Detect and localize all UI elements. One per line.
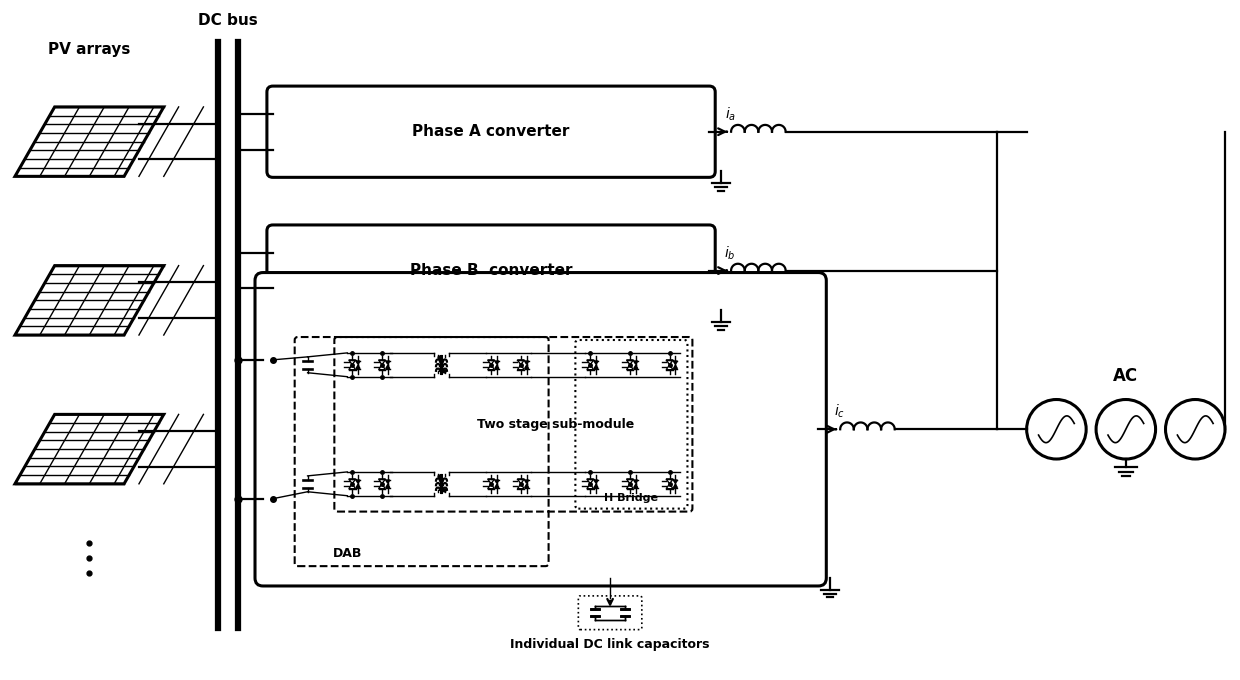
Polygon shape xyxy=(517,364,525,370)
Polygon shape xyxy=(673,480,677,483)
Polygon shape xyxy=(587,483,594,489)
Text: Two stage sub-module: Two stage sub-module xyxy=(477,418,634,431)
Polygon shape xyxy=(626,483,634,489)
Polygon shape xyxy=(626,360,634,364)
Polygon shape xyxy=(525,361,528,364)
Polygon shape xyxy=(673,361,677,364)
Polygon shape xyxy=(487,479,495,483)
Text: Phase A converter: Phase A converter xyxy=(413,124,569,139)
Polygon shape xyxy=(525,480,528,483)
Polygon shape xyxy=(666,479,673,483)
Polygon shape xyxy=(525,484,528,488)
Polygon shape xyxy=(594,484,598,488)
Text: PV arrays: PV arrays xyxy=(48,42,130,57)
Polygon shape xyxy=(626,479,634,483)
Text: Phase B  converter: Phase B converter xyxy=(409,263,573,278)
Polygon shape xyxy=(634,361,637,364)
Polygon shape xyxy=(487,360,495,364)
Polygon shape xyxy=(348,360,356,364)
Polygon shape xyxy=(634,484,637,488)
Polygon shape xyxy=(594,365,598,369)
Polygon shape xyxy=(673,365,677,369)
Polygon shape xyxy=(594,480,598,483)
Polygon shape xyxy=(378,364,386,370)
Text: H Bridge: H Bridge xyxy=(604,493,658,503)
Polygon shape xyxy=(517,479,525,483)
Polygon shape xyxy=(634,365,637,369)
Polygon shape xyxy=(673,484,677,488)
Polygon shape xyxy=(666,360,673,364)
Polygon shape xyxy=(587,360,594,364)
Text: DC bus: DC bus xyxy=(198,12,258,28)
Polygon shape xyxy=(15,414,164,483)
Polygon shape xyxy=(348,479,356,483)
Polygon shape xyxy=(495,480,498,483)
Polygon shape xyxy=(15,266,164,335)
Polygon shape xyxy=(386,365,389,369)
FancyBboxPatch shape xyxy=(267,225,715,316)
Text: AC: AC xyxy=(1114,367,1138,385)
Text: $i_c$: $i_c$ xyxy=(833,403,844,420)
Text: DAB: DAB xyxy=(332,547,362,560)
Polygon shape xyxy=(356,484,360,488)
Polygon shape xyxy=(378,479,386,483)
Text: $i_a$: $i_a$ xyxy=(724,105,735,123)
Polygon shape xyxy=(495,365,498,369)
Polygon shape xyxy=(386,361,389,364)
Polygon shape xyxy=(634,480,637,483)
Polygon shape xyxy=(495,484,498,488)
Polygon shape xyxy=(356,480,360,483)
Polygon shape xyxy=(348,483,356,489)
Polygon shape xyxy=(517,483,525,489)
Polygon shape xyxy=(495,361,498,364)
Polygon shape xyxy=(666,483,673,489)
Text: $i_b$: $i_b$ xyxy=(724,244,735,262)
Polygon shape xyxy=(348,364,356,370)
FancyBboxPatch shape xyxy=(255,273,826,586)
FancyBboxPatch shape xyxy=(578,596,642,630)
Polygon shape xyxy=(587,479,594,483)
Polygon shape xyxy=(487,364,495,370)
Polygon shape xyxy=(525,365,528,369)
Polygon shape xyxy=(666,364,673,370)
Polygon shape xyxy=(15,107,164,176)
Polygon shape xyxy=(487,483,495,489)
Polygon shape xyxy=(356,365,360,369)
FancyBboxPatch shape xyxy=(267,86,715,177)
Polygon shape xyxy=(378,360,386,364)
Polygon shape xyxy=(587,364,594,370)
Polygon shape xyxy=(626,364,634,370)
Text: Individual DC link capacitors: Individual DC link capacitors xyxy=(511,638,709,651)
Polygon shape xyxy=(386,480,389,483)
Polygon shape xyxy=(386,484,389,488)
Polygon shape xyxy=(378,483,386,489)
Polygon shape xyxy=(517,360,525,364)
Polygon shape xyxy=(594,361,598,364)
Polygon shape xyxy=(356,361,360,364)
